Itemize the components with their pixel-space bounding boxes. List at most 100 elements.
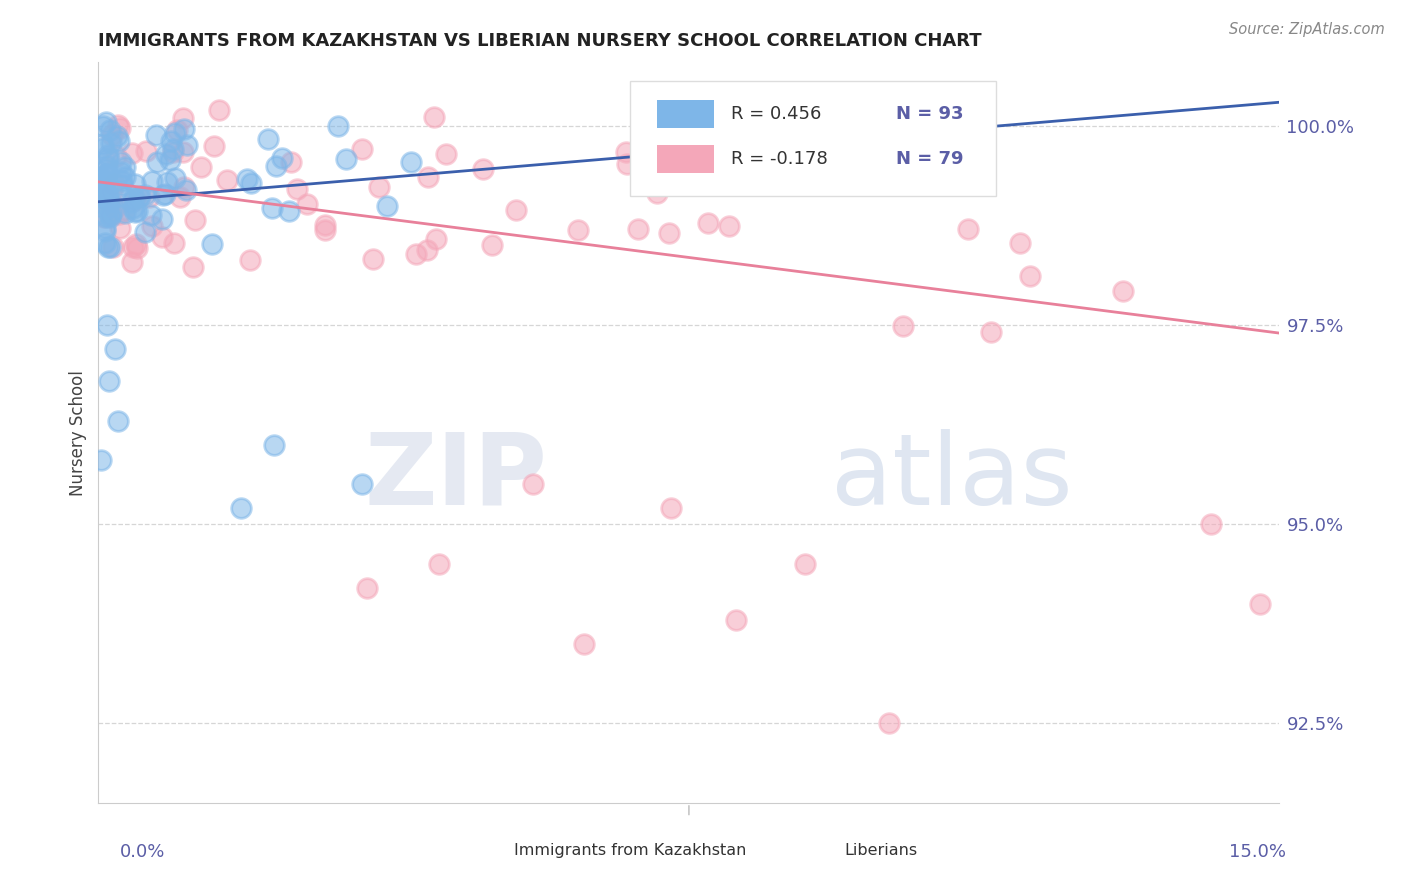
Point: [295, 197, 318, 211]
Point: [94, 221, 117, 235]
Point: [165, 126, 187, 140]
Text: ZIP: ZIP: [364, 428, 547, 525]
Bar: [657, 100, 714, 128]
Point: [94, 185, 117, 199]
Point: [645, 186, 668, 200]
Point: [627, 222, 650, 236]
Point: [1019, 268, 1042, 283]
Point: [134, 225, 156, 239]
Point: [112, 202, 135, 217]
Point: [262, 201, 284, 215]
Bar: [657, 145, 714, 173]
Point: [112, 190, 135, 204]
Point: [162, 145, 184, 160]
Point: [190, 160, 212, 174]
Point: [418, 170, 440, 185]
Text: IMMIGRANTS FROM KAZAKHSTAN VS LIBERIAN NURSERY SCHOOL CORRELATION CHART: IMMIGRANTS FROM KAZAKHSTAN VS LIBERIAN N…: [98, 32, 981, 50]
Point: [124, 194, 146, 208]
Point: [163, 236, 186, 251]
Point: [236, 171, 259, 186]
Point: [481, 238, 503, 252]
Text: R = 0.456: R = 0.456: [731, 105, 823, 123]
Point: [572, 637, 595, 651]
Point: [97, 194, 120, 209]
Text: N = 93: N = 93: [896, 105, 963, 123]
Point: [1112, 284, 1135, 298]
Point: [567, 223, 589, 237]
Point: [957, 222, 980, 236]
Point: [121, 145, 143, 160]
Point: [125, 204, 148, 219]
Point: [89, 189, 111, 203]
Point: [120, 194, 142, 209]
Point: [135, 145, 157, 159]
Point: [104, 149, 127, 163]
Point: [98, 374, 121, 388]
Point: [98, 210, 121, 224]
Point: [361, 252, 384, 266]
Text: 0.0%: 0.0%: [120, 843, 165, 861]
Point: [98, 208, 121, 222]
Point: [104, 342, 127, 356]
Point: [522, 477, 544, 491]
Point: [614, 145, 637, 159]
Point: [271, 151, 294, 165]
Point: [105, 128, 128, 143]
Point: [328, 119, 350, 133]
Point: [114, 160, 136, 174]
Point: [101, 240, 124, 254]
Point: [100, 128, 122, 143]
Point: [127, 241, 149, 255]
Point: [980, 325, 1002, 339]
Point: [717, 219, 740, 233]
Point: [134, 187, 156, 202]
Point: [239, 253, 262, 268]
Point: [1199, 517, 1222, 532]
Point: [472, 162, 495, 177]
Point: [335, 152, 357, 166]
Point: [122, 240, 145, 254]
Point: [91, 119, 114, 133]
Point: [122, 202, 145, 216]
Point: [427, 557, 450, 571]
Point: [793, 557, 815, 571]
Point: [111, 174, 134, 188]
Point: [160, 134, 183, 148]
Point: [94, 162, 117, 177]
Point: [90, 453, 112, 467]
Point: [184, 213, 207, 227]
Point: [150, 230, 173, 244]
Point: [350, 477, 373, 491]
Point: [101, 205, 124, 219]
Point: [314, 223, 336, 237]
Point: [1249, 597, 1271, 611]
Point: [91, 141, 114, 155]
Point: [108, 207, 131, 221]
Point: [110, 178, 132, 192]
Point: [257, 132, 280, 146]
Point: [658, 227, 681, 241]
Point: [98, 122, 121, 136]
Point: [96, 159, 118, 173]
Point: [93, 181, 115, 195]
Point: [114, 169, 136, 184]
Point: [128, 189, 150, 203]
Point: [725, 613, 748, 627]
Point: [101, 186, 124, 200]
Point: [97, 193, 120, 207]
Point: [141, 174, 163, 188]
Point: [93, 211, 115, 225]
Point: [877, 716, 900, 731]
Bar: [482, 842, 508, 858]
FancyBboxPatch shape: [630, 81, 995, 195]
Point: [1008, 236, 1031, 251]
Point: [89, 200, 111, 214]
Point: [285, 182, 308, 196]
Point: [90, 169, 112, 184]
Point: [110, 165, 132, 179]
Point: [97, 148, 120, 162]
Point: [121, 255, 143, 269]
Point: [129, 188, 152, 202]
Point: [141, 208, 163, 222]
Text: 15.0%: 15.0%: [1229, 843, 1286, 861]
